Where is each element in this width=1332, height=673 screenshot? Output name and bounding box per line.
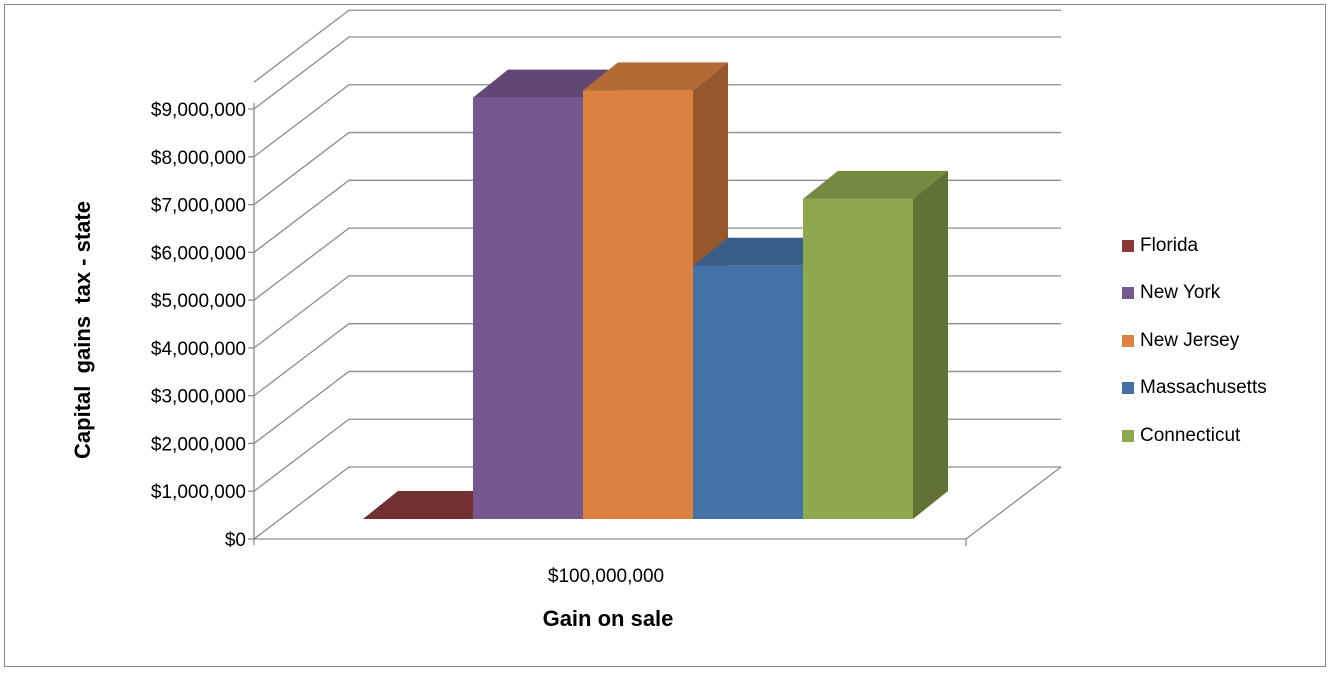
legend-item: Connecticut (1122, 412, 1322, 460)
legend-label: New York (1140, 282, 1221, 304)
legend-item: Florida (1122, 222, 1322, 270)
bar-side (913, 170, 948, 519)
gridline (253, 131, 1061, 206)
legend-label: New Jersey (1140, 329, 1240, 351)
gridline (253, 179, 1061, 253)
y-tick-label: $7,000,000 (151, 196, 246, 217)
legend-swatch (1122, 287, 1134, 300)
x-tick-label: $100,000,000 (548, 566, 664, 587)
bar-connecticut (803, 170, 948, 519)
y-tick-label: $8,000,000 (151, 148, 246, 169)
bar-top (363, 491, 508, 519)
legend-swatch (1122, 334, 1134, 347)
bar-front (803, 198, 913, 519)
y-tick-labels: $0 $1,000,000 $2,000,000 $3,000,000 $4,000,0… (151, 100, 246, 551)
legend-item: Massachusetts (1122, 365, 1322, 413)
y-tick-label: $1,000,000 (151, 482, 246, 503)
legend-label: Connecticut (1140, 424, 1241, 446)
y-tick-label: $2,000,000 (151, 434, 246, 455)
y-tick-label: $0 (225, 530, 246, 551)
legend-swatch (1122, 429, 1134, 442)
bar-top (693, 237, 838, 266)
bar-florida (363, 491, 508, 519)
plot-walls (253, 103, 1062, 546)
bar-top (473, 69, 618, 98)
y-tick-label: $6,000,000 (151, 243, 246, 264)
bar-top (803, 170, 948, 199)
gridline (253, 84, 1061, 158)
bar-front (583, 90, 693, 519)
y-tick-label: $4,000,000 (151, 339, 246, 360)
y-tick-label: $3,000,000 (151, 387, 246, 408)
y-tick-label: $9,000,000 (151, 100, 246, 121)
bar-new-jersey (583, 62, 728, 519)
gridline (253, 36, 1061, 110)
legend-swatch (1122, 239, 1134, 252)
bars (363, 62, 948, 519)
legend-label: Massachusetts (1140, 377, 1267, 399)
x-axis-title: Gain on sale (543, 606, 674, 631)
legend: Florida New York New Jersey Massachusetts Co… (1122, 222, 1322, 460)
y-axis-title: Capital gains tax - state (70, 201, 95, 459)
gridline (253, 9, 1061, 83)
y-tick-label: $5,000,000 (151, 291, 246, 312)
legend-label: Florida (1140, 234, 1199, 256)
bar-front (693, 265, 803, 519)
bar-front (473, 97, 583, 519)
legend-item: New York (1122, 270, 1322, 318)
bar-top (583, 62, 728, 91)
legend-item: New Jersey (1122, 317, 1322, 365)
legend-swatch (1122, 382, 1134, 395)
